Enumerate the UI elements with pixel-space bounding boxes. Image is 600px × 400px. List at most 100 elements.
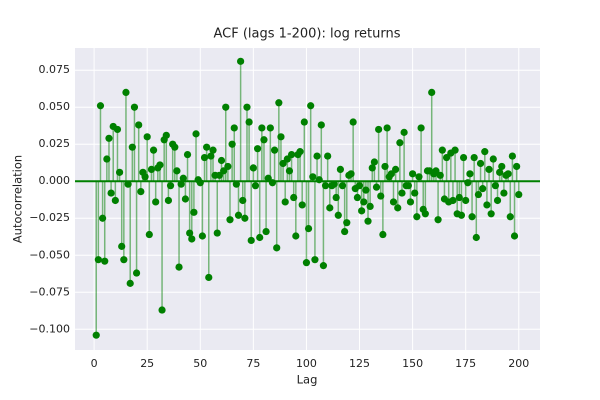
marker bbox=[196, 179, 204, 187]
x-tick-label: 125 bbox=[349, 357, 370, 370]
marker bbox=[421, 210, 429, 218]
marker bbox=[220, 167, 228, 175]
marker bbox=[101, 257, 109, 265]
marker bbox=[200, 153, 209, 162]
marker bbox=[251, 182, 260, 190]
marker bbox=[338, 182, 347, 190]
marker bbox=[143, 133, 151, 141]
x-tick-label: 25 bbox=[140, 357, 154, 370]
marker bbox=[404, 182, 412, 190]
y-tick-label: 0.000 bbox=[39, 174, 71, 187]
marker bbox=[113, 125, 122, 134]
marker bbox=[147, 165, 156, 173]
marker bbox=[152, 198, 160, 206]
marker bbox=[115, 168, 124, 176]
marker bbox=[245, 118, 253, 126]
marker bbox=[317, 121, 325, 129]
y-tick-label: −0.025 bbox=[29, 211, 70, 224]
marker bbox=[496, 168, 504, 176]
marker bbox=[124, 180, 132, 188]
y-tick-label: 0.050 bbox=[39, 100, 71, 113]
marker bbox=[341, 227, 349, 236]
marker bbox=[230, 124, 238, 132]
marker bbox=[434, 216, 442, 224]
marker bbox=[387, 170, 395, 178]
marker bbox=[349, 118, 357, 126]
y-tick-label: 0.075 bbox=[39, 63, 71, 76]
marker bbox=[270, 146, 279, 154]
marker bbox=[336, 165, 345, 173]
marker bbox=[459, 153, 468, 162]
marker bbox=[226, 216, 234, 224]
marker bbox=[217, 156, 226, 165]
marker bbox=[300, 118, 308, 126]
marker bbox=[241, 214, 249, 222]
marker bbox=[183, 150, 192, 159]
marker bbox=[428, 88, 436, 97]
marker bbox=[377, 192, 385, 200]
chart-title: ACF (lags 1-200): log returns bbox=[214, 27, 401, 42]
marker bbox=[283, 155, 291, 163]
marker bbox=[266, 124, 274, 132]
marker bbox=[483, 201, 491, 209]
marker bbox=[313, 152, 321, 160]
marker bbox=[135, 121, 143, 129]
marker bbox=[360, 198, 368, 206]
marker bbox=[315, 176, 323, 184]
marker bbox=[510, 232, 519, 240]
marker bbox=[243, 103, 251, 111]
marker bbox=[292, 232, 300, 240]
x-axis-label: Lag bbox=[297, 373, 318, 387]
marker bbox=[92, 331, 100, 339]
marker bbox=[177, 180, 185, 188]
marker bbox=[464, 179, 472, 187]
marker bbox=[285, 167, 294, 175]
marker bbox=[258, 124, 266, 132]
marker bbox=[215, 171, 223, 179]
marker bbox=[222, 103, 230, 111]
marker bbox=[273, 244, 281, 252]
x-tick-label: 175 bbox=[455, 357, 476, 370]
x-tick-label: 75 bbox=[246, 357, 260, 370]
marker bbox=[417, 124, 425, 132]
marker bbox=[321, 182, 330, 190]
marker bbox=[192, 130, 200, 138]
marker bbox=[368, 164, 376, 172]
marker bbox=[190, 208, 198, 216]
marker bbox=[406, 198, 415, 206]
marker bbox=[334, 211, 342, 219]
marker bbox=[198, 232, 206, 240]
y-tick-label: −0.100 bbox=[29, 322, 70, 335]
y-tick-label: −0.075 bbox=[29, 285, 70, 298]
marker bbox=[379, 230, 387, 239]
marker bbox=[343, 219, 351, 227]
marker bbox=[362, 186, 370, 194]
marker bbox=[205, 273, 213, 282]
marker bbox=[94, 256, 102, 264]
marker bbox=[156, 161, 164, 169]
marker bbox=[126, 279, 134, 287]
marker bbox=[311, 256, 319, 264]
marker bbox=[366, 202, 374, 211]
marker bbox=[481, 148, 489, 156]
marker bbox=[111, 196, 119, 205]
marker bbox=[262, 227, 270, 236]
marker bbox=[504, 170, 512, 178]
marker bbox=[213, 229, 221, 237]
marker bbox=[249, 164, 257, 172]
marker bbox=[268, 179, 277, 187]
marker bbox=[319, 262, 328, 270]
marker bbox=[277, 133, 285, 141]
marker bbox=[166, 182, 175, 190]
marker bbox=[207, 152, 215, 160]
marker bbox=[309, 173, 317, 181]
y-tick-label: −0.050 bbox=[29, 248, 70, 261]
marker bbox=[302, 259, 311, 267]
marker bbox=[232, 180, 240, 188]
marker bbox=[457, 211, 466, 219]
marker bbox=[149, 146, 158, 154]
marker bbox=[506, 213, 514, 221]
marker bbox=[298, 201, 306, 209]
marker bbox=[324, 152, 332, 160]
marker bbox=[107, 189, 115, 197]
